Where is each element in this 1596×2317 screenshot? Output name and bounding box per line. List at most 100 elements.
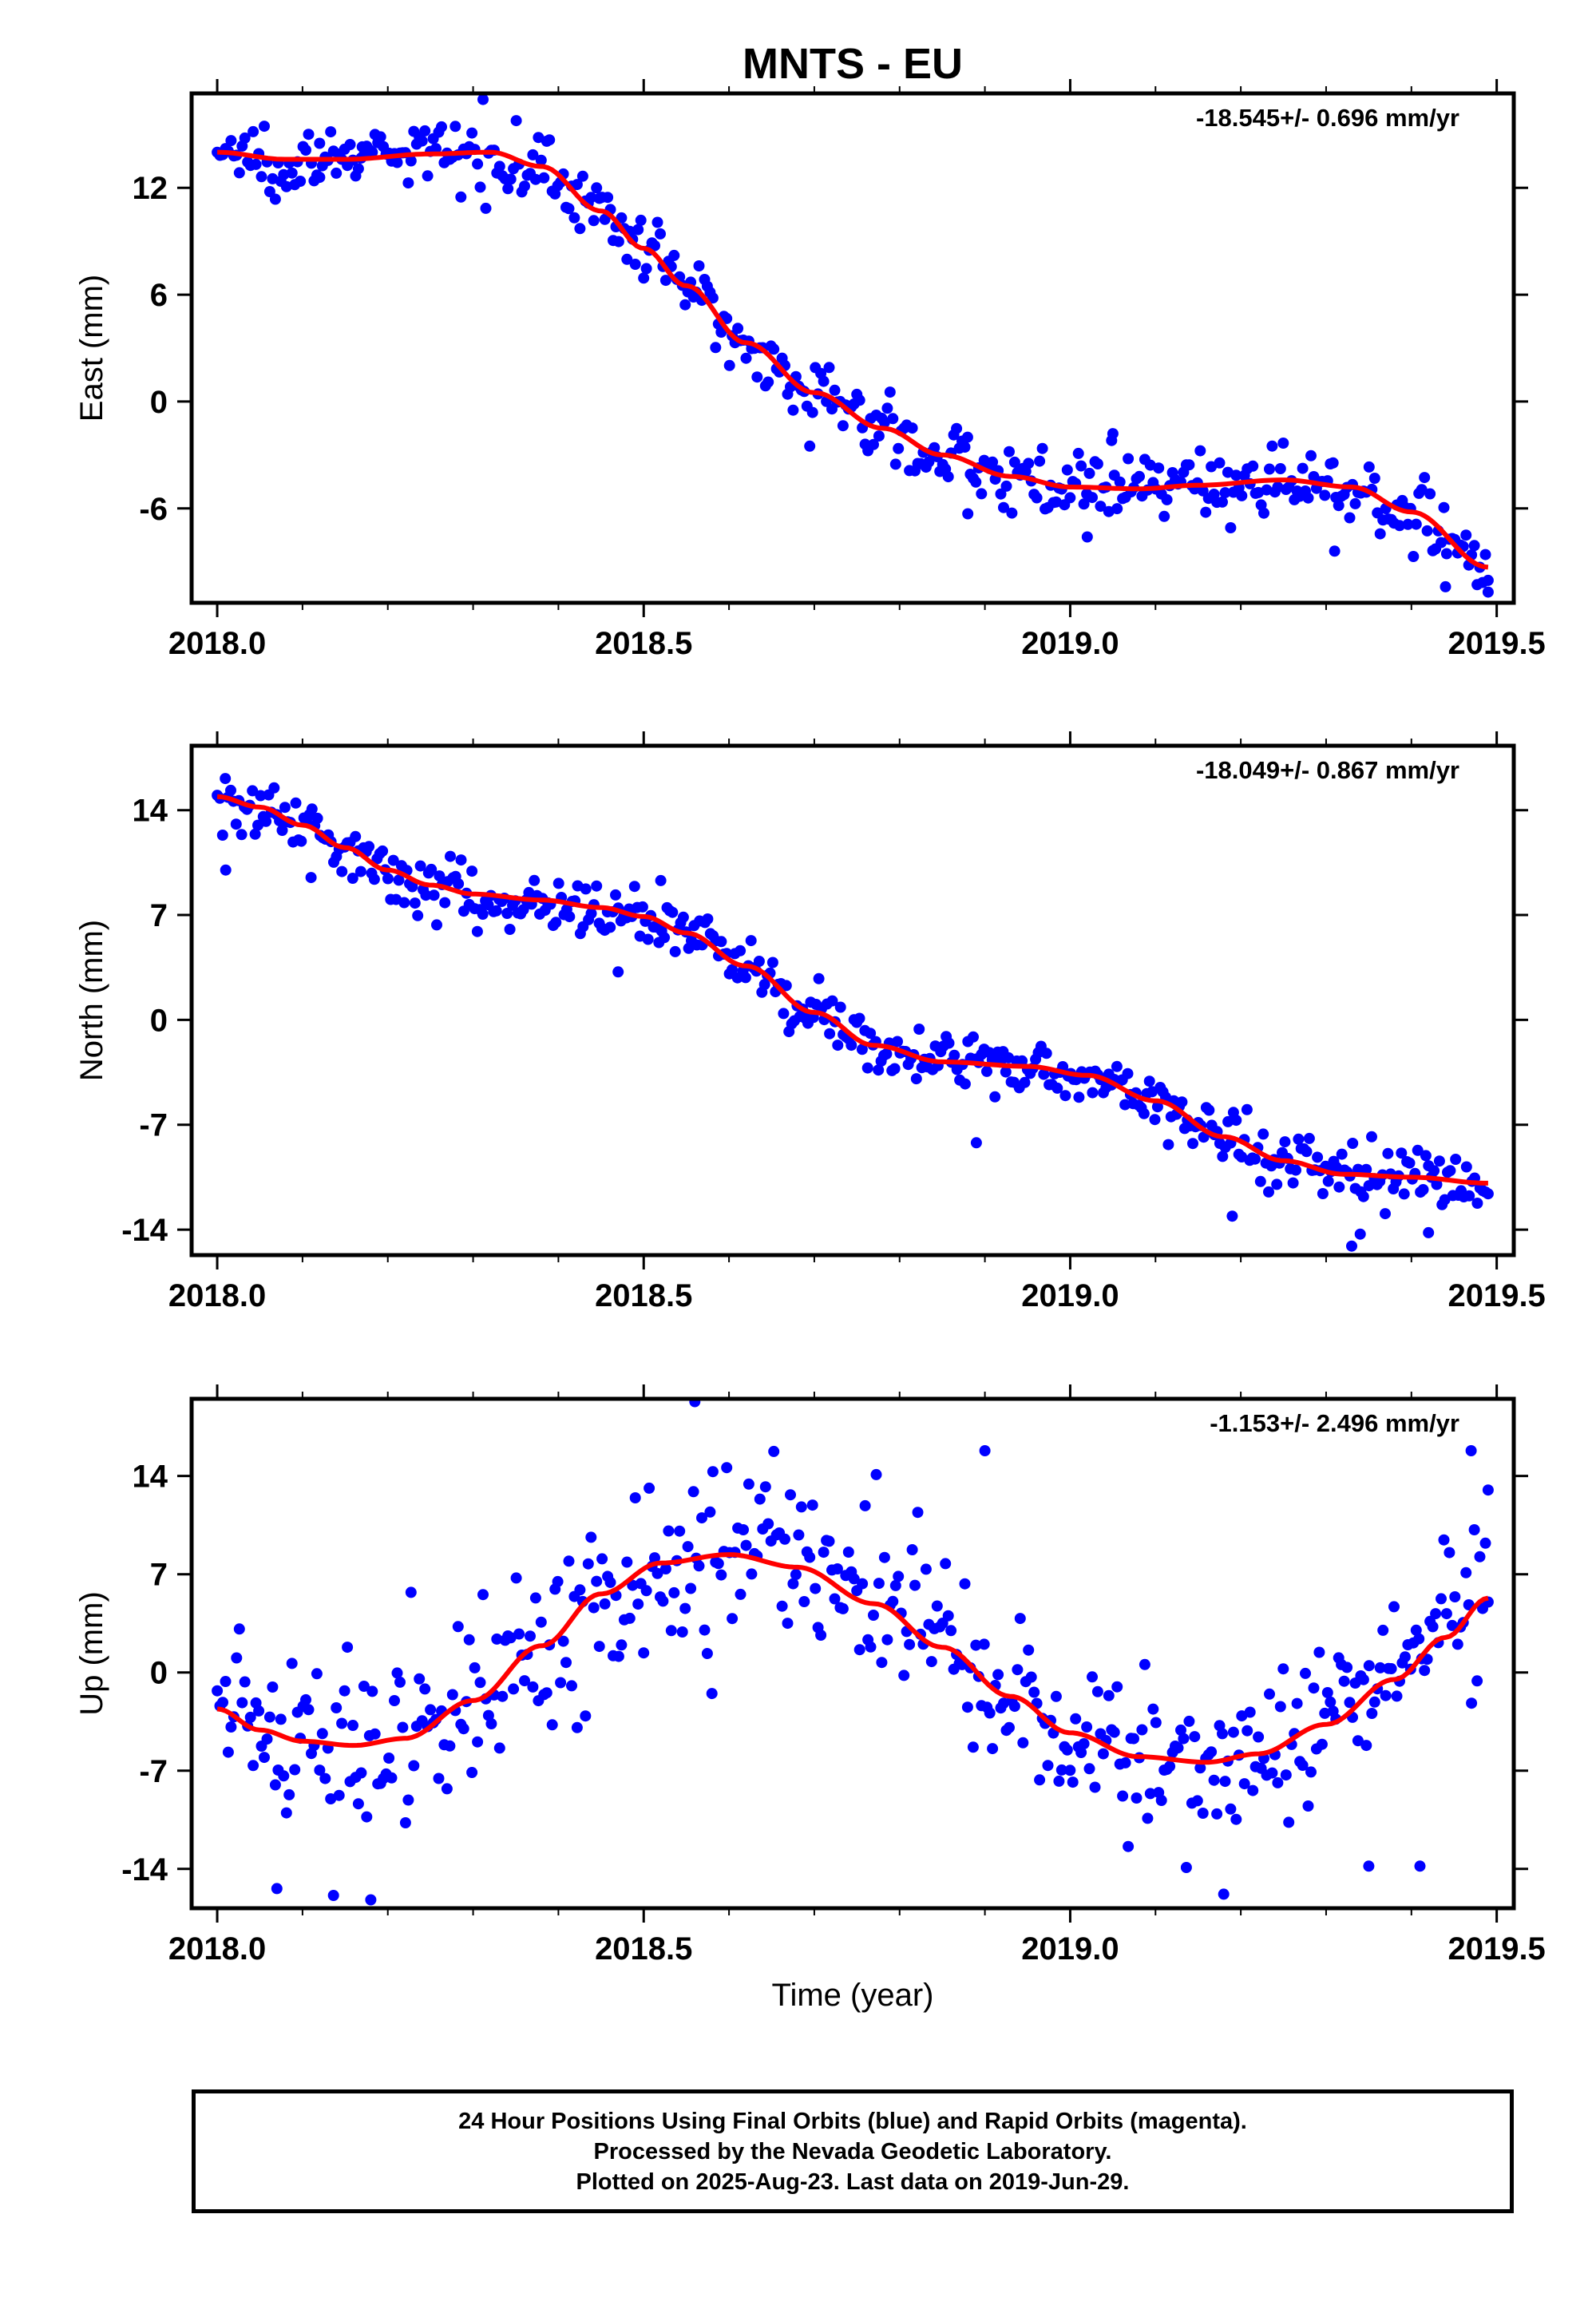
data-point — [834, 1001, 846, 1013]
data-point — [311, 1668, 323, 1680]
data-point — [651, 1567, 663, 1579]
data-point — [471, 925, 483, 937]
data-point — [527, 1681, 539, 1693]
data-point — [1419, 1665, 1431, 1677]
data-point — [1363, 461, 1375, 473]
data-point — [1070, 1713, 1082, 1725]
data-point — [311, 812, 323, 824]
data-point — [1111, 503, 1123, 515]
data-point — [1344, 512, 1356, 524]
data-point — [1325, 1696, 1337, 1708]
data-point — [1424, 488, 1436, 500]
data-point — [881, 1048, 893, 1059]
data-point — [1352, 1735, 1364, 1747]
data-point — [289, 1764, 301, 1776]
data-point — [314, 1764, 326, 1776]
data-point — [1316, 1738, 1328, 1750]
data-point — [889, 458, 901, 470]
data-point — [1300, 1667, 1311, 1679]
data-point — [436, 121, 447, 133]
data-point — [1305, 450, 1317, 461]
data-point — [1280, 1769, 1292, 1781]
data-point — [942, 471, 954, 483]
data-point — [580, 883, 592, 895]
data-point — [428, 889, 440, 901]
data-point — [1206, 461, 1218, 473]
data-point — [1081, 531, 1093, 543]
data-point — [276, 825, 288, 836]
data-point — [225, 784, 236, 796]
data-point — [535, 1616, 547, 1628]
data-point — [325, 126, 337, 138]
data-point — [735, 945, 747, 957]
data-point — [898, 1669, 910, 1681]
data-point — [1287, 1177, 1299, 1189]
data-point — [1258, 507, 1269, 519]
data-point — [1420, 1150, 1432, 1162]
data-point — [604, 1576, 616, 1588]
data-point — [585, 1531, 597, 1543]
data-point — [1038, 1068, 1050, 1080]
footer-line-processed: Processed by the Nevada Geodetic Laborat… — [593, 2138, 1112, 2165]
data-point — [431, 919, 442, 931]
data-point — [325, 1793, 337, 1804]
data-point — [546, 1719, 558, 1731]
data-point — [753, 956, 765, 967]
data-point — [1347, 1138, 1359, 1149]
data-point — [295, 176, 307, 187]
data-point — [1217, 1728, 1228, 1740]
data-point — [453, 878, 465, 889]
data-point — [738, 1524, 749, 1535]
data-point — [1247, 460, 1259, 472]
data-point — [1460, 1161, 1472, 1173]
data-point — [405, 155, 417, 167]
data-point — [663, 1525, 675, 1537]
data-point — [331, 1702, 343, 1713]
data-point — [535, 154, 547, 166]
data-point — [1089, 1781, 1101, 1793]
data-point — [433, 1772, 445, 1784]
data-point — [1081, 1721, 1093, 1733]
data-point — [1000, 480, 1012, 492]
data-point — [998, 501, 1009, 513]
data-point — [961, 431, 973, 443]
data-point — [782, 1618, 794, 1630]
data-point — [363, 841, 375, 853]
data-point — [361, 1811, 373, 1823]
data-point — [677, 911, 689, 923]
data-point — [640, 1585, 652, 1597]
data-point — [259, 1752, 270, 1764]
data-point — [269, 1779, 281, 1791]
data-point — [1277, 438, 1289, 449]
data-point — [778, 1008, 790, 1020]
x-tick-label: 2019.0 — [1021, 626, 1119, 661]
data-point — [948, 1049, 960, 1061]
data-point — [610, 889, 621, 901]
data-point — [1305, 1766, 1317, 1778]
data-point — [829, 1593, 841, 1605]
data-point — [635, 214, 647, 226]
data-point — [1266, 440, 1278, 452]
data-point — [979, 1445, 991, 1456]
plot-frame-up — [189, 1396, 1516, 1911]
data-point — [233, 1623, 245, 1635]
data-point — [853, 1012, 865, 1024]
data-point — [762, 376, 774, 388]
data-point — [463, 1634, 475, 1646]
data-point — [493, 160, 505, 172]
data-point — [1031, 492, 1043, 504]
data-point — [1380, 1208, 1391, 1220]
data-point — [233, 167, 245, 179]
data-point — [810, 1582, 822, 1594]
data-point — [517, 904, 529, 916]
data-point — [1440, 548, 1452, 560]
data-point — [1036, 442, 1048, 454]
data-point — [1123, 1840, 1135, 1852]
data-point — [959, 1578, 971, 1590]
data-point — [393, 874, 405, 886]
data-point — [923, 456, 935, 468]
data-point — [1471, 1675, 1483, 1687]
data-point — [682, 1541, 694, 1553]
data-point — [1236, 489, 1248, 501]
data-point — [1187, 1138, 1198, 1150]
